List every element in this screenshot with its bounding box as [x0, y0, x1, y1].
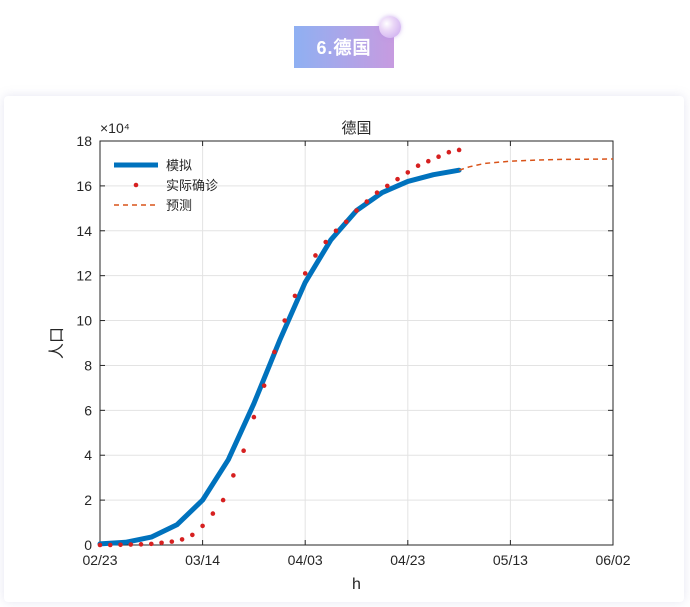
legend-swatch-actual [133, 182, 139, 188]
chart-title: 德国 [341, 119, 371, 137]
data-point-actual [107, 542, 113, 548]
legend-label-actual: 实际确诊 [166, 178, 218, 193]
x-tick-label: 04/23 [390, 552, 425, 568]
data-point-actual [405, 170, 411, 175]
series-line-forecast [458, 158, 614, 171]
data-point-actual [364, 199, 370, 204]
data-point-actual [251, 414, 257, 420]
chart: 02/23 03/14 04/03 04/23 05/13 06/02 0 2 4 6 8 10 12 1… [48, 119, 631, 593]
data-point-actual [200, 523, 205, 529]
data-point-actual [313, 253, 318, 258]
data-point-actual [272, 349, 277, 355]
data-point-actual [456, 147, 462, 153]
y-tick-label: 10 [76, 313, 92, 329]
data-point-actual [97, 542, 103, 548]
data-point-actual [374, 190, 380, 195]
data-point-actual [210, 511, 216, 516]
series-line-model [97, 167, 462, 547]
y-tick-label: 8 [84, 357, 92, 373]
badge-decoration-icon [379, 16, 401, 38]
data-point-actual [169, 539, 175, 544]
data-point-actual [354, 208, 359, 213]
data-point-actual [302, 271, 308, 276]
data-point-actual [261, 383, 267, 388]
x-tick-label: 02/23 [82, 552, 117, 568]
data-point-actual [415, 163, 421, 168]
x-tick-label: 06/02 [595, 552, 630, 568]
data-point-actual [436, 154, 441, 160]
data-point-actual [384, 183, 390, 189]
y-tick-label: 18 [76, 133, 92, 149]
data-point-actual [220, 497, 226, 503]
data-point-actual [333, 228, 339, 234]
data-point-actual [138, 542, 144, 547]
data-point-actual [241, 448, 246, 454]
data-point-actual [323, 239, 329, 245]
x-tick-label: 04/03 [288, 552, 323, 568]
chart-card: 02/23 03/14 04/03 04/23 05/13 06/02 0 2 4 6 8 10 12 1… [4, 96, 684, 602]
data-point-actual [426, 158, 431, 164]
y-tick-label: 2 [84, 492, 92, 508]
data-point-actual [446, 149, 452, 155]
y-axis-label: 人口 [48, 327, 66, 359]
y-tick-label: 4 [84, 447, 92, 463]
data-point-actual [395, 176, 400, 182]
axes-box [99, 140, 614, 546]
y-tick-label: 0 [84, 537, 92, 553]
data-point-actual [231, 473, 236, 478]
data-point-actual [128, 542, 134, 547]
section-badge: 6.德国 [294, 16, 401, 70]
x-tick-label: 05/13 [493, 552, 528, 568]
data-point-actual [343, 219, 349, 225]
section-badge-label: 6.德国 [294, 26, 394, 68]
legend-label-model: 模拟 [166, 158, 192, 173]
data-point-actual [282, 318, 287, 323]
x-tick-label: 03/14 [185, 552, 220, 568]
y-exponent-label: ×10⁴ [100, 120, 130, 136]
data-point-actual [118, 542, 123, 548]
legend-label-forecast: 预测 [166, 198, 192, 213]
data-point-actual [292, 293, 298, 299]
data-point-actual [190, 532, 195, 538]
y-tick-label: 6 [84, 402, 92, 418]
y-tick-label: 16 [76, 178, 92, 194]
data-point-actual [159, 540, 164, 546]
y-tick-label: 14 [76, 223, 92, 239]
x-axis-label: h [352, 576, 361, 593]
y-tick-label: 12 [76, 268, 92, 284]
data-point-actual [179, 537, 185, 542]
data-point-actual [149, 541, 154, 547]
